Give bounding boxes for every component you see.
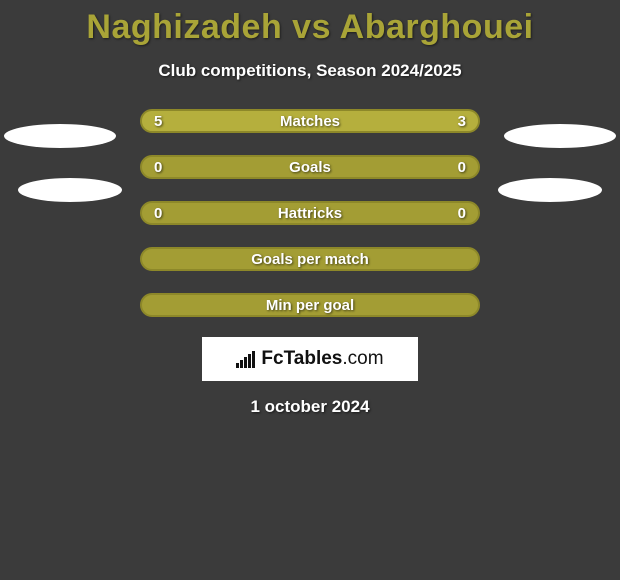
stat-row: 0 0 Goals — [140, 155, 480, 179]
logo-text-thin: .com — [342, 348, 383, 369]
stat-value-left: 0 — [154, 159, 162, 176]
subtitle: Club competitions, Season 2024/2025 — [0, 61, 620, 81]
player-photo-placeholder — [504, 124, 616, 148]
player-photo-placeholder — [498, 178, 602, 202]
stat-label: Matches — [280, 113, 340, 130]
stat-label: Hattricks — [278, 205, 342, 222]
page-title: Naghizadeh vs Abarghouei — [0, 0, 620, 47]
stat-value-right: 0 — [458, 159, 466, 176]
stat-row: Goals per match — [140, 247, 480, 271]
logo-text-bold: FcTables — [261, 348, 342, 369]
stat-label: Goals per match — [251, 251, 369, 268]
stat-value-right: 0 — [458, 205, 466, 222]
stat-value-left: 5 — [154, 113, 162, 130]
stat-value-left: 0 — [154, 205, 162, 222]
stat-value-right: 3 — [458, 113, 466, 130]
date-label: 1 october 2024 — [0, 397, 620, 417]
stat-rows: 5 3 Matches 0 0 Goals 0 0 Hattricks Goals per mat… — [140, 109, 480, 317]
fctables-logo: FcTables.com — [202, 337, 418, 381]
player-photo-placeholder — [18, 178, 122, 202]
stat-label: Min per goal — [266, 297, 354, 314]
bar-chart-icon — [236, 351, 255, 368]
stat-label: Goals — [289, 159, 331, 176]
stat-row: 5 3 Matches — [140, 109, 480, 133]
stat-row: 0 0 Hattricks — [140, 201, 480, 225]
stat-row: Min per goal — [140, 293, 480, 317]
logo-text: FcTables.com — [261, 348, 383, 370]
player-photo-placeholder — [4, 124, 116, 148]
